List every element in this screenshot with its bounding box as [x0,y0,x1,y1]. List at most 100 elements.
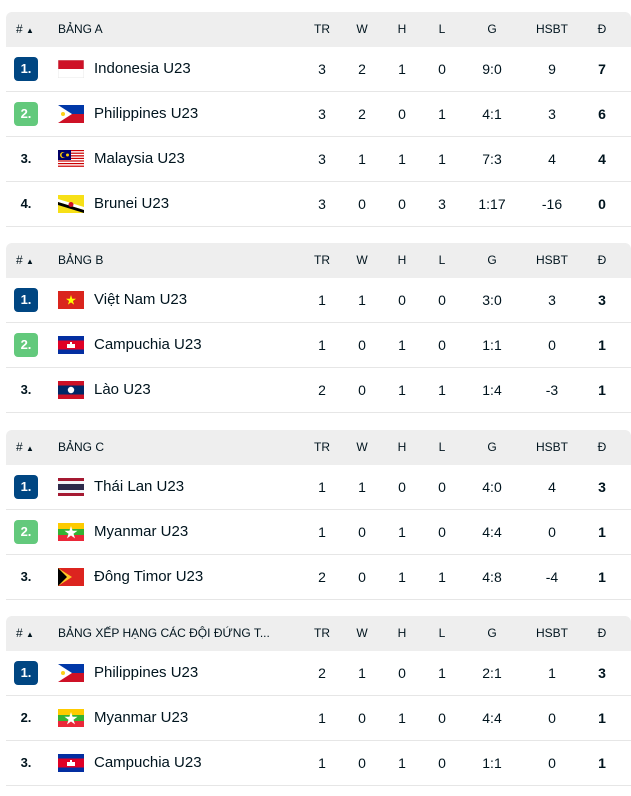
cell-g: 7:3 [482,151,502,167]
group-title: BẢNG B [58,253,104,267]
table-header: # ▲ BẢNG XẾP HẠNG CÁC ĐỘI ĐỨNG T... TR W H L… [6,616,631,651]
cambodia-flag-icon [58,754,84,772]
column-header-w[interactable]: W [356,22,368,36]
table-row[interactable]: 3. Malaysia U23 3 1 1 1 7:3 4 4 [6,137,631,182]
column-header-w[interactable]: W [356,626,368,640]
table-row[interactable]: 2. Campuchia U23 1 0 1 0 1:1 0 1 [6,323,631,368]
group-table: # ▲ BẢNG A TR W H L G HSBT Đ 1. Indonesia U23 3 2… [6,12,631,227]
column-header-w[interactable]: W [356,253,368,267]
cell-w: 1 [358,151,366,167]
column-header-l[interactable]: L [438,22,446,36]
cell-g: 4:1 [482,106,502,122]
cell-d: 3 [598,479,606,495]
cell-w: 0 [358,569,366,585]
team-name-link[interactable]: Indonesia U23 [94,60,191,77]
sort-up-icon: ▲ [26,257,34,266]
column-header-d[interactable]: Đ [597,22,607,36]
cell-d: 1 [598,337,606,353]
team-name-link[interactable]: Malaysia U23 [94,150,185,167]
laos-flag-icon [58,381,84,399]
column-header-h[interactable]: H [397,253,407,267]
cell-l: 0 [438,710,446,726]
column-header-tr[interactable]: TR [314,22,330,36]
team-name-link[interactable]: Philippines U23 [94,105,199,122]
team-name-link[interactable]: Myanmar U23 [94,523,189,540]
cell-l: 1 [438,569,446,585]
table-row[interactable]: 3. Đông Timor U23 2 0 1 1 4:8 -4 1 [6,555,631,600]
rank-badge: 3. [20,755,32,770]
column-header-l[interactable]: L [438,626,446,640]
cambodia-flag-icon [58,336,84,354]
rank-sort-header[interactable]: # ▲ [16,626,34,640]
column-header-w[interactable]: W [356,440,368,454]
rank-badge: 1. [14,288,38,312]
group-title: BẢNG A [58,22,103,36]
rank-sort-header[interactable]: # ▲ [16,440,34,454]
team-name-link[interactable]: Myanmar U23 [94,709,189,726]
cell-l: 3 [438,196,446,212]
rank-sort-header[interactable]: # ▲ [16,22,34,36]
rank-badge: 2. [14,102,38,126]
table-row[interactable]: 3. Lào U23 2 0 1 1 1:4 -3 1 [6,368,631,413]
table-row[interactable]: 2. Myanmar U23 1 0 1 0 4:4 0 1 [6,510,631,555]
column-header-tr[interactable]: TR [314,626,330,640]
table-row[interactable]: 1. Việt Nam U23 1 1 0 0 3:0 3 3 [6,278,631,323]
team-name-link[interactable]: Campuchia U23 [94,754,202,771]
team-name-link[interactable]: Lào U23 [94,381,151,398]
cell-g: 1:17 [478,196,506,212]
cell-tr: 1 [318,524,326,540]
table-row[interactable]: 1. Indonesia U23 3 2 1 0 9:0 9 7 [6,47,631,92]
column-header-g[interactable]: G [487,253,497,267]
cell-w: 2 [358,61,366,77]
team-name-link[interactable]: Thái Lan U23 [94,478,185,495]
table-row[interactable]: 3. Campuchia U23 1 0 1 0 1:1 0 1 [6,741,631,786]
column-header-h[interactable]: H [397,626,407,640]
cell-d: 6 [598,106,606,122]
table-row[interactable]: 1. Thái Lan U23 1 1 0 0 4:0 4 3 [6,465,631,510]
column-header-hsbt[interactable]: HSBT [535,626,568,640]
cell-g: 4:0 [482,479,502,495]
team-name-link[interactable]: Việt Nam U23 [94,291,188,308]
cell-hsbt: 3 [548,292,556,308]
column-header-h[interactable]: H [397,440,407,454]
column-header-l[interactable]: L [438,253,446,267]
column-header-l[interactable]: L [438,440,446,454]
cell-tr: 1 [318,755,326,771]
team-name-link[interactable]: Brunei U23 [94,195,170,212]
cell-h: 1 [398,61,406,77]
column-header-d[interactable]: Đ [597,253,607,267]
column-header-g[interactable]: G [487,440,497,454]
column-header-g[interactable]: G [487,22,497,36]
column-header-hsbt[interactable]: HSBT [535,253,568,267]
cell-h: 1 [398,755,406,771]
myanmar-flag-icon [58,523,84,541]
cell-l: 0 [438,337,446,353]
sort-up-icon: ▲ [26,444,34,453]
column-header-tr[interactable]: TR [314,440,330,454]
column-header-hsbt[interactable]: HSBT [535,22,568,36]
rank-sort-header[interactable]: # ▲ [16,253,34,267]
table-row[interactable]: 2. Philippines U23 3 2 0 1 4:1 3 6 [6,92,631,137]
column-header-d[interactable]: Đ [597,626,607,640]
cell-w: 0 [358,196,366,212]
cell-tr: 2 [318,569,326,585]
table-row[interactable]: 4. Brunei U23 3 0 0 3 1:17 -16 0 [6,182,631,227]
cell-g: 1:1 [482,337,502,353]
table-row[interactable]: 2. Myanmar U23 1 0 1 0 4:4 0 1 [6,696,631,741]
column-header-g[interactable]: G [487,626,497,640]
cell-tr: 3 [318,151,326,167]
column-header-d[interactable]: Đ [597,440,607,454]
rank-badge: 2. [14,520,38,544]
rank-badge: 3. [20,569,32,584]
cell-h: 1 [398,151,406,167]
team-name-link[interactable]: Đông Timor U23 [94,568,204,585]
team-name-link[interactable]: Philippines U23 [94,664,199,681]
cell-g: 1:4 [482,382,502,398]
table-row[interactable]: 1. Philippines U23 2 1 0 1 2:1 1 3 [6,651,631,696]
column-header-tr[interactable]: TR [314,253,330,267]
column-header-h[interactable]: H [397,22,407,36]
team-name-link[interactable]: Campuchia U23 [94,336,202,353]
column-header-hsbt[interactable]: HSBT [535,440,568,454]
rank-badge: 1. [14,661,38,685]
cell-tr: 3 [318,196,326,212]
